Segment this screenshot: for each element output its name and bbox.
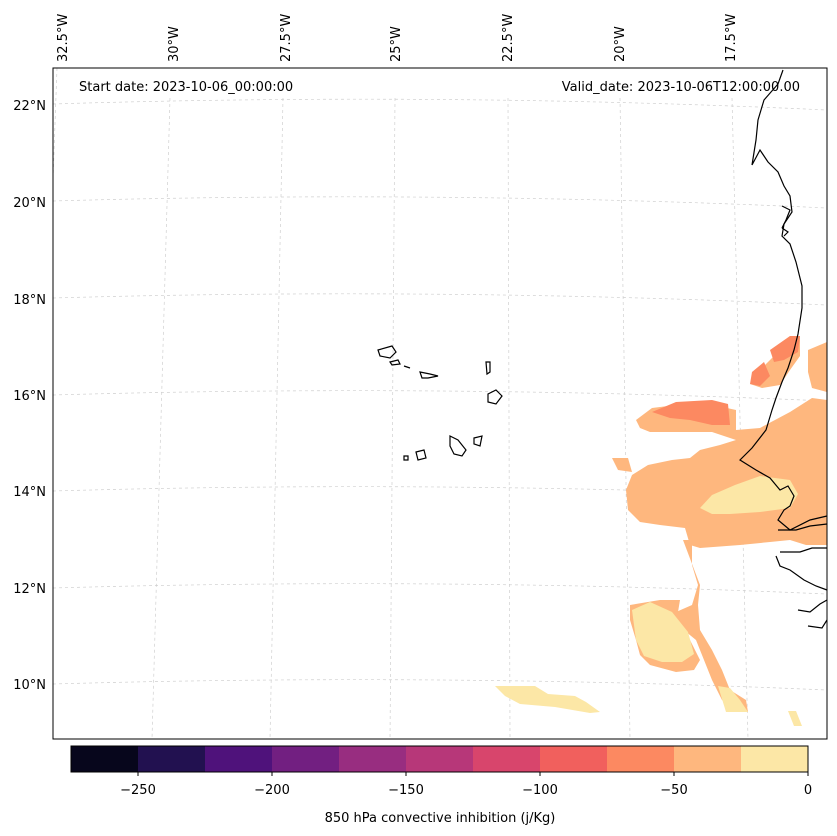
colorbar-tick-label: −50	[660, 783, 687, 798]
colorbar-tick-label: −250	[120, 783, 156, 798]
lon-label: 17.5°W	[724, 14, 739, 62]
gridlines	[52, 67, 828, 740]
gridline-lon-27.5w	[269, 97, 284, 740]
start-date-label: Start date: 2023-10-06_00:00:00	[79, 80, 293, 95]
lon-label: 20°W	[613, 26, 628, 62]
island-sao-vicente	[389, 359, 401, 366]
contour-region-minus25-zero-e	[788, 711, 802, 726]
lon-label: 32.5°W	[56, 14, 71, 62]
lon-label: 25°W	[389, 26, 404, 62]
colorbar-swatch	[138, 746, 205, 772]
gridline-lat-22n	[52, 98, 828, 111]
colorbar-title: 850 hPa convective inhibition (j/Kg)	[325, 811, 556, 826]
lon-label: 22.5°W	[501, 14, 516, 62]
island-boa-vista	[487, 389, 503, 405]
colorbar-tick-label: 0	[804, 783, 812, 798]
island-santiago	[449, 435, 467, 457]
contour-region-minus25-zero-d	[718, 686, 748, 712]
gridline-lon-22.5w	[507, 97, 511, 740]
gridline-lat-10n	[52, 679, 828, 691]
colorbar-swatch	[473, 746, 540, 772]
island-fogo	[415, 449, 427, 461]
coastlines	[377, 69, 828, 629]
lat-label: 16°N	[13, 389, 46, 404]
gridline-lon-25w	[389, 97, 396, 740]
lat-label: 20°N	[13, 196, 46, 211]
gridline-lat-18n	[52, 293, 828, 306]
gridline-lon-32.5w	[52, 67, 58, 181]
lat-label: 22°N	[13, 99, 46, 114]
contour-region-island-east	[612, 458, 632, 472]
gridline-lat-20n	[52, 196, 828, 209]
island-sao-nicolau	[419, 371, 439, 379]
gridline-lon-20w	[619, 97, 631, 740]
colorbar-swatch	[741, 746, 808, 772]
gridline-lat-14n	[52, 486, 828, 498]
colorbar-swatch	[272, 746, 339, 772]
lat-label: 12°N	[13, 582, 46, 597]
contour-region-minus75-minus50-c	[750, 362, 770, 386]
contour-region-minus25-zero-a	[700, 476, 798, 514]
gridline-lat-12n	[52, 583, 828, 595]
valid-date-label: Valid_date: 2023-10-06T12:00:00.00	[562, 80, 800, 95]
lat-label: 18°N	[13, 293, 46, 308]
island-maio	[473, 435, 483, 447]
gridline-lat-16n	[52, 390, 828, 402]
colorbar-swatch	[540, 746, 607, 772]
lon-label: 27.5°W	[279, 14, 294, 62]
colorbar-tick-labels: −250 −200 −150 −100 −50 0	[120, 783, 812, 798]
gridline-lon-17.5w	[731, 97, 749, 740]
lat-label: 14°N	[13, 485, 46, 500]
colorbar-swatch	[339, 746, 406, 772]
contour-region-minus75-minus50-a	[652, 400, 730, 425]
colorbar-swatch	[607, 746, 674, 772]
lon-label: 30°W	[167, 26, 182, 62]
contour-region-minus25-zero-b	[632, 602, 694, 662]
map-frame	[52, 67, 828, 740]
colorbar-tick-label: −100	[522, 783, 558, 798]
canary-islands-coast	[781, 205, 791, 237]
contour-region-north-coast-2	[808, 342, 827, 392]
contour-region-minus75-minus50-b	[770, 336, 800, 362]
colorbar-swatch	[406, 746, 473, 772]
island-sal	[485, 361, 491, 376]
gridline-lon-30w	[151, 97, 171, 740]
colorbar-swatch	[674, 746, 741, 772]
colorbar-frame	[70, 745, 809, 773]
latitude-labels: 22°N 20°N 18°N 16°N 14°N 12°N 10°N	[13, 99, 46, 693]
contour-region-minus50-minus25	[626, 398, 827, 548]
island-santo-antao	[377, 345, 397, 359]
cin-filled-contours	[495, 336, 827, 726]
longitude-labels: 32.5°W 30°W 27.5°W 25°W 22.5°W 20°W 17.5…	[56, 14, 739, 62]
island-santa-luzia	[403, 365, 411, 369]
contour-region-stem	[674, 540, 748, 712]
contour-region-minus25-zero-c	[495, 686, 600, 713]
island-brava	[403, 455, 409, 461]
lat-label: 10°N	[13, 678, 46, 693]
colorbar	[70, 745, 809, 776]
colorbar-swatch	[205, 746, 272, 772]
senegal-gambia-coast	[775, 523, 828, 629]
africa-coastline	[739, 69, 828, 531]
colorbar-swatch	[71, 746, 138, 772]
colorbar-tick-label: −200	[254, 783, 290, 798]
colorbar-tick-label: −150	[388, 783, 424, 798]
